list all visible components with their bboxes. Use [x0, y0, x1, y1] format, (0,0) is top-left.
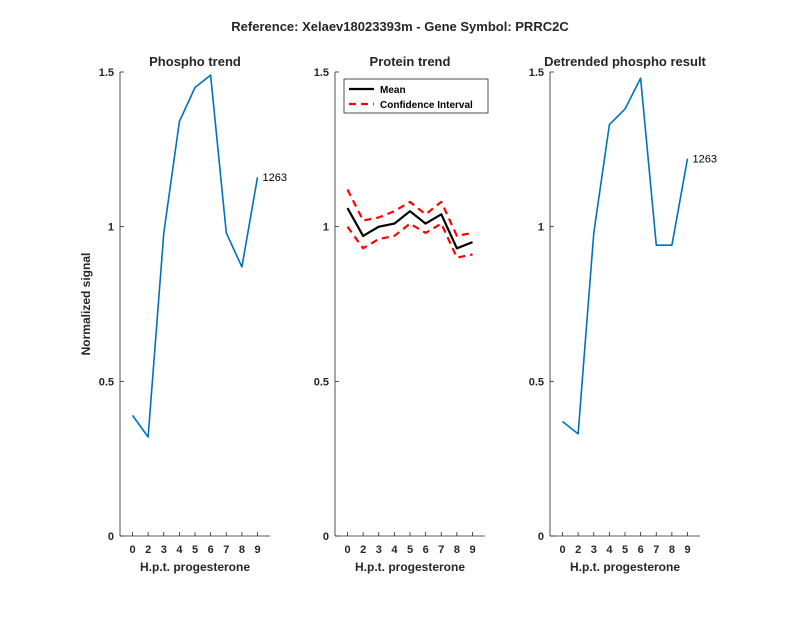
subplot-title: Phospho trend: [149, 54, 241, 69]
legend: Mean Confidence Interval: [343, 78, 489, 114]
x-tick-label: 2: [145, 544, 151, 556]
y-tick-label: 0.5: [99, 376, 114, 388]
subplot-title: Protein trend: [370, 54, 451, 69]
y-tick-label: 0: [538, 531, 544, 543]
series-annotation: 1263: [263, 172, 287, 184]
x-tick-label: 5: [192, 544, 198, 556]
y-tick-label: 1: [323, 222, 329, 234]
subplot-title: Detrended phospho result: [544, 54, 706, 69]
x-tick-label: 9: [254, 544, 260, 556]
x-tick-label: 3: [591, 544, 597, 556]
x-axis-label: H.p.t. progesterone: [140, 560, 250, 574]
legend-box: [343, 78, 489, 114]
x-tick-label: 5: [407, 544, 413, 556]
x-tick-label: 2: [360, 544, 366, 556]
y-tick-label: 1: [538, 222, 544, 234]
y-tick-label: 1.5: [99, 67, 114, 79]
x-tick-label: 8: [454, 544, 460, 556]
x-axis-label: H.p.t. progesterone: [355, 560, 465, 574]
legend-label: Confidence Interval: [380, 100, 473, 111]
y-tick-label: 0: [108, 531, 114, 543]
x-tick-label: 7: [438, 544, 444, 556]
x-tick-label: 7: [653, 544, 659, 556]
x-tick-label: 4: [391, 544, 398, 556]
x-tick-label: 0: [344, 544, 350, 556]
x-tick-label: 9: [684, 544, 690, 556]
x-tick-label: 6: [423, 544, 429, 556]
x-tick-label: 4: [606, 544, 613, 556]
x-tick-label: 6: [208, 544, 214, 556]
x-tick-label: 4: [176, 544, 183, 556]
y-axis-label: Normalized signal: [79, 253, 93, 356]
y-tick-label: 0: [323, 531, 329, 543]
x-tick-label: 9: [469, 544, 475, 556]
series-line: [562, 77, 689, 435]
x-tick-label: 5: [622, 544, 628, 556]
series-line: [131, 74, 259, 438]
y-tick-label: 0.5: [529, 376, 544, 388]
y-tick-label: 1: [108, 222, 114, 234]
x-tick-label: 8: [669, 544, 675, 556]
figure-title: Reference: Xelaev18023393m - Gene Symbol…: [231, 19, 569, 34]
x-tick-label: 8: [239, 544, 245, 556]
x-tick-label: 6: [638, 544, 644, 556]
y-tick-label: 1.5: [529, 67, 544, 79]
series-annotation: 1263: [693, 154, 717, 166]
x-tick-label: 2: [575, 544, 581, 556]
legend-label: Mean: [380, 85, 406, 96]
x-tick-label: 7: [223, 544, 229, 556]
series-line: [346, 189, 473, 237]
x-tick-label: 3: [376, 544, 382, 556]
series-line: [346, 207, 473, 250]
x-tick-label: 0: [129, 544, 135, 556]
x-axis-label: H.p.t. progesterone: [570, 560, 680, 574]
x-tick-label: 0: [559, 544, 565, 556]
x-tick-label: 3: [161, 544, 167, 556]
y-tick-label: 0.5: [314, 376, 329, 388]
y-tick-label: 1.5: [314, 67, 329, 79]
